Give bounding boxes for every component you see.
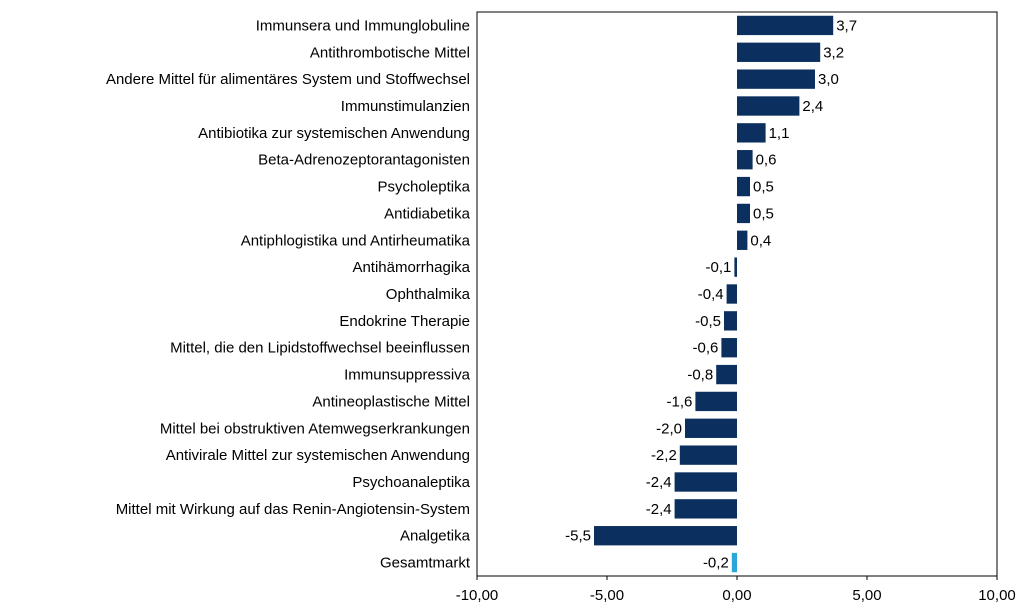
y-tick-label: Antineoplastische Mittel <box>312 393 470 410</box>
y-tick-label: Mittel, die den Lipidstoffwechsel beeinf… <box>170 340 470 357</box>
bar <box>737 150 753 170</box>
value-label: -2,4 <box>646 474 672 491</box>
y-tick-label: Psycholeptika <box>377 179 470 196</box>
bar <box>695 391 737 412</box>
bar <box>737 15 834 36</box>
value-label: 0,4 <box>750 232 771 249</box>
x-tick-label: 10,00 <box>978 587 1016 604</box>
value-label: -0,1 <box>706 259 732 276</box>
y-tick-label: Mittel bei obstruktiven Atemwegserkranku… <box>160 420 470 437</box>
bar <box>685 418 737 438</box>
y-tick-label: Immunstimulanzien <box>341 98 470 115</box>
value-label: 3,0 <box>818 71 839 88</box>
bar <box>737 230 748 250</box>
value-label: -0,6 <box>693 340 719 357</box>
value-label: 2,4 <box>802 98 823 115</box>
bar <box>674 499 737 519</box>
x-tick-label: 0,00 <box>722 587 751 604</box>
value-label: 1,1 <box>769 125 790 142</box>
bar <box>716 364 737 385</box>
value-label: -2,4 <box>646 501 672 518</box>
value-label: -5,5 <box>565 528 591 545</box>
y-tick-label: Antibiotika zur systemischen Anwendung <box>198 125 470 142</box>
y-tick-label: Beta-Adrenozeptorantagonisten <box>258 152 470 169</box>
bar <box>679 445 737 465</box>
bar <box>737 69 815 89</box>
bar <box>721 338 737 358</box>
bar <box>724 311 737 331</box>
value-label: 0,5 <box>753 205 774 222</box>
bar <box>737 42 821 62</box>
bar <box>737 203 750 224</box>
bar <box>726 284 737 304</box>
y-tick-label: Antivirale Mittel zur systemischen Anwen… <box>166 447 470 464</box>
bar <box>737 176 750 197</box>
value-label: -2,2 <box>651 447 677 464</box>
y-tick-label: Ophthalmika <box>386 286 471 303</box>
bar <box>734 257 737 277</box>
bar <box>674 472 737 492</box>
y-tick-label: Gesamtmarkt <box>380 555 471 572</box>
bar <box>594 526 737 546</box>
y-tick-label: Antihämorrhagika <box>352 259 470 276</box>
y-tick-label: Analgetika <box>400 528 471 545</box>
value-label: 3,2 <box>823 44 844 61</box>
y-tick-label: Antiphlogistika und Antirheumatika <box>241 232 471 249</box>
x-tick-label: -5,00 <box>590 587 624 604</box>
y-tick-label: Antidiabetika <box>384 205 471 222</box>
value-label: -2,0 <box>656 420 682 437</box>
value-label: 0,6 <box>756 152 777 169</box>
value-label: -0,5 <box>695 313 721 330</box>
x-tick-label: -10,00 <box>456 587 499 604</box>
y-tick-label: Andere Mittel für alimentäres System und… <box>106 71 470 88</box>
value-label: 0,5 <box>753 179 774 196</box>
y-tick-label: Endokrine Therapie <box>339 313 470 330</box>
bar <box>737 96 800 116</box>
y-tick-label: Antithrombotische Mittel <box>310 44 470 61</box>
value-label: -0,8 <box>687 367 713 384</box>
value-label: -0,2 <box>703 555 729 572</box>
value-label: -0,4 <box>698 286 724 303</box>
y-tick-label: Mittel mit Wirkung auf das Renin-Angiote… <box>116 501 470 518</box>
y-tick-label: Immunsuppressiva <box>344 367 471 384</box>
value-label: 3,7 <box>836 17 857 34</box>
bar <box>731 552 737 573</box>
y-tick-label: Immunsera und Immunglobuline <box>256 17 470 34</box>
x-tick-label: 5,00 <box>852 587 881 604</box>
bar <box>737 123 766 143</box>
value-label: -1,6 <box>667 393 693 410</box>
y-tick-label: Psychoanaleptika <box>352 474 470 491</box>
